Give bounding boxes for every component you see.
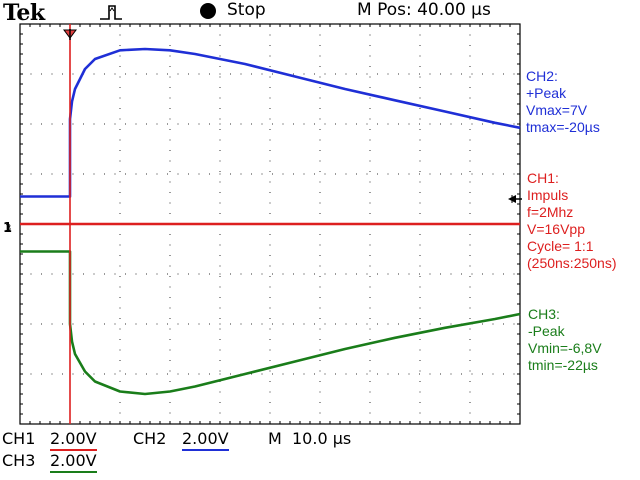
trigger-level-icon bbox=[508, 195, 522, 203]
ch1-label: CH1 bbox=[2, 429, 36, 448]
brand-logo: Tek bbox=[3, 0, 45, 26]
ch3-label: CH3 bbox=[2, 451, 36, 470]
waveform-traces bbox=[20, 24, 521, 424]
trigger-arrow-icon bbox=[63, 29, 77, 40]
ch3-scale: 2.00V bbox=[50, 451, 97, 473]
pulse-trigger-icon bbox=[100, 5, 122, 20]
ch2-label: CH2 bbox=[133, 429, 167, 448]
ch1-scale-value: 2.00V bbox=[50, 429, 97, 451]
run-status-text: Stop bbox=[227, 0, 266, 20]
ch3-ground-marker: 3 bbox=[5, 223, 11, 234]
ch3-trace bbox=[20, 250, 521, 396]
timebase-scale: 10.0 µs bbox=[292, 429, 352, 448]
timebase-label: M bbox=[268, 429, 282, 448]
ch3-ground-label: 3 bbox=[5, 223, 11, 234]
mpos-label: M Pos: bbox=[357, 0, 412, 20]
ch2-scale-value: 2.00V bbox=[182, 429, 229, 451]
horizontal-position-readout: M Pos: 40.00 µs bbox=[357, 0, 491, 20]
ch1-annotation: CH1: Impuls f=2Mhz V=16Vpp Cycle= 1:1 (2… bbox=[527, 170, 617, 271]
ch2-trace bbox=[20, 47, 521, 198]
ch1-ground-label: 1 bbox=[3, 221, 12, 236]
ch3-scale-value: 2.00V bbox=[50, 451, 97, 473]
run-status-icon bbox=[200, 3, 216, 19]
ch2-scale: 2.00V bbox=[182, 429, 229, 451]
ch1-ground-marker: 1 bbox=[3, 221, 12, 236]
ch2-annotation: CH2: +Peak Vmax=7V tmax=-20µs bbox=[526, 68, 600, 135]
ch1-scale: 2.00V bbox=[50, 429, 97, 451]
ch3-annotation: CH3: -Peak Vmin=-6,8V tmin=-22µs bbox=[528, 306, 602, 373]
mpos-value: 40.00 µs bbox=[417, 0, 491, 20]
